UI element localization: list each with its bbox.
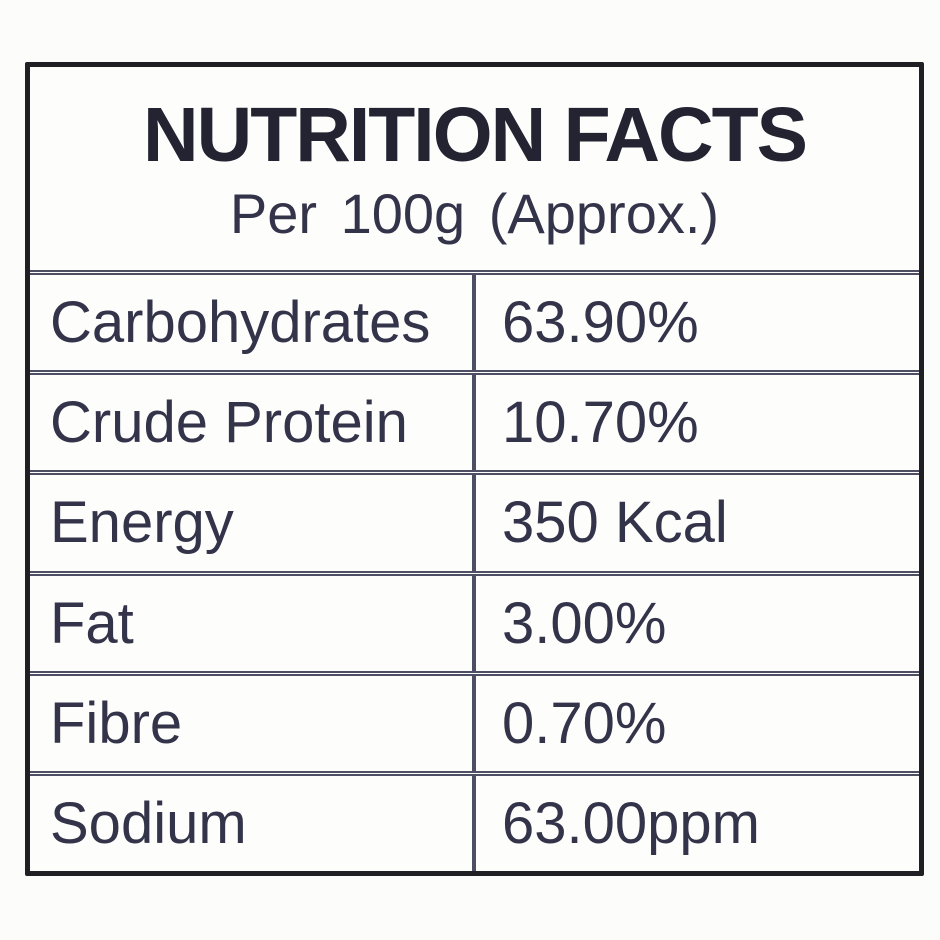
nutrition-facts-title: NUTRITION FACTS	[143, 91, 808, 178]
row-value: 3.00%	[472, 575, 919, 671]
row-label: Crude Protein	[50, 390, 408, 456]
serving-size-subtitle: Per 100g (Approx.)	[229, 181, 720, 245]
row-label: Sodium	[50, 790, 247, 856]
nutrition-facts-label: NUTRITION FACTS Per 100g (Approx.) Carbo…	[25, 62, 924, 876]
table-row: Sodium 63.00ppm	[30, 770, 919, 872]
table-row: Fibre 0.70%	[30, 670, 919, 771]
row-value: 63.00ppm	[472, 775, 919, 872]
label-header: NUTRITION FACTS Per 100g (Approx.)	[30, 67, 919, 270]
table-row: Crude Protein 10.70%	[30, 370, 919, 471]
table-rows: Carbohydrates 63.90% Crude Protein 10.70…	[30, 270, 919, 872]
table-row: Energy 350 Kcal	[30, 470, 919, 571]
row-value: 10.70%	[472, 375, 919, 471]
row-value: 350 Kcal	[472, 475, 919, 571]
row-label: Fat	[50, 590, 134, 656]
row-value: 63.90%	[472, 275, 919, 371]
row-label: Fibre	[50, 690, 183, 756]
row-label: Carbohydrates	[50, 290, 431, 356]
row-value: 0.70%	[472, 675, 919, 771]
table-row: Fat 3.00%	[30, 570, 919, 671]
row-label: Energy	[50, 490, 234, 556]
table-row: Carbohydrates 63.90%	[30, 270, 919, 371]
